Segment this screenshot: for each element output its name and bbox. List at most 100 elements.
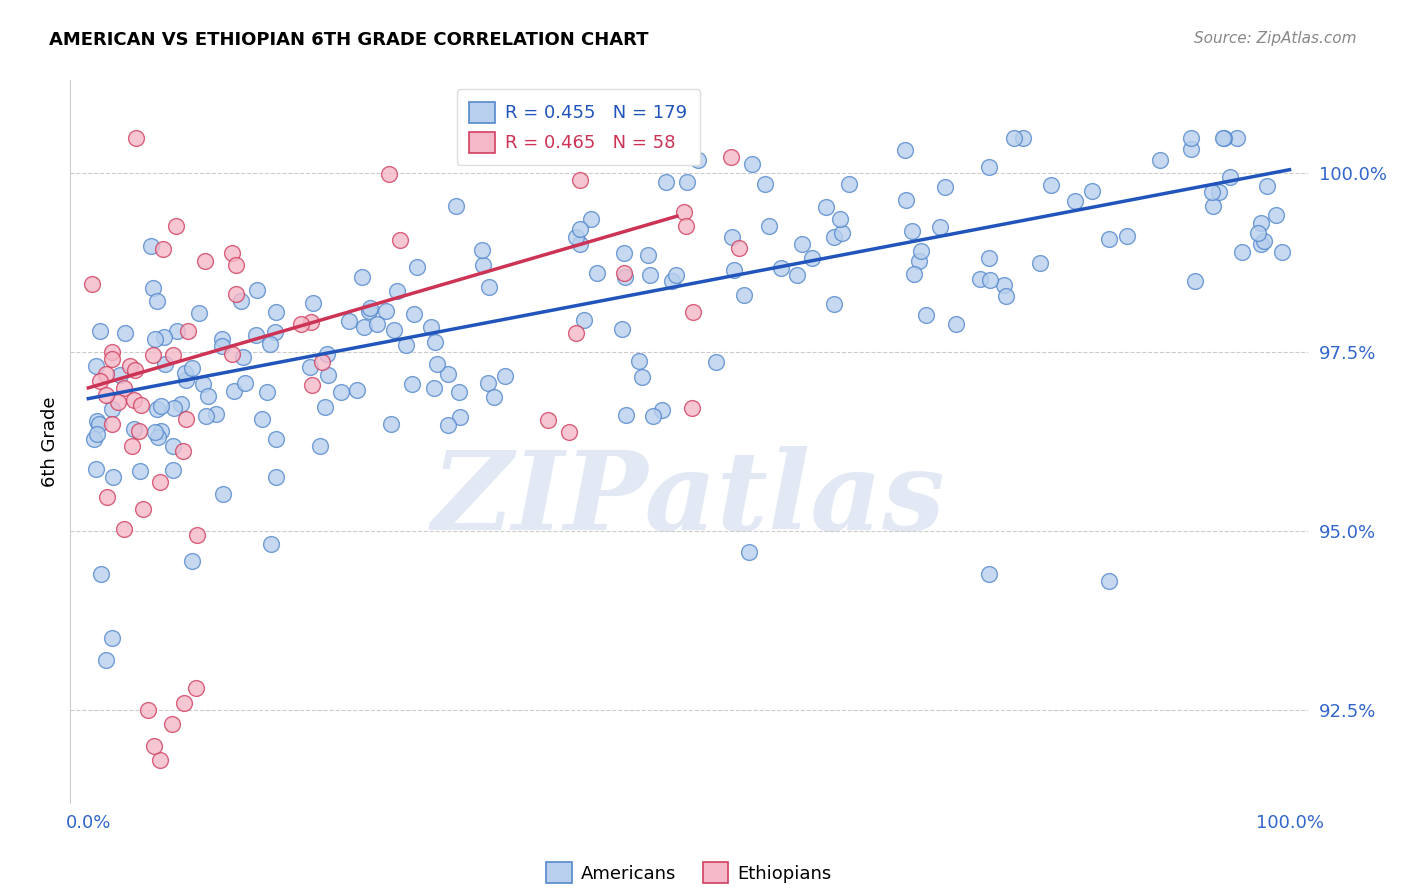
Point — [121, 439, 143, 453]
Point — [1064, 194, 1087, 209]
Point — [138, 703, 160, 717]
Point — [176, 324, 198, 338]
Point — [264, 432, 287, 446]
Point — [1226, 130, 1249, 145]
Point — [1149, 153, 1171, 168]
Point — [256, 385, 278, 400]
Point — [437, 367, 460, 381]
Point — [264, 305, 287, 319]
Point — [90, 566, 112, 581]
Point — [187, 306, 209, 320]
Point — [814, 200, 837, 214]
Point — [425, 357, 447, 371]
Point — [477, 376, 499, 391]
Point — [614, 269, 637, 284]
Point — [260, 537, 283, 551]
Point — [472, 258, 495, 272]
Point — [174, 373, 197, 387]
Point — [150, 424, 173, 438]
Point — [231, 350, 253, 364]
Point — [1184, 274, 1206, 288]
Point — [153, 357, 176, 371]
Point — [145, 425, 167, 440]
Point — [314, 400, 336, 414]
Point — [995, 289, 1018, 303]
Point — [290, 317, 312, 331]
Point — [152, 242, 174, 256]
Point — [359, 301, 381, 316]
Point — [651, 402, 673, 417]
Point — [86, 462, 108, 476]
Point — [101, 402, 124, 417]
Point — [579, 212, 602, 227]
Point — [741, 157, 763, 171]
Point — [245, 327, 267, 342]
Point — [823, 297, 845, 311]
Text: Source: ZipAtlas.com: Source: ZipAtlas.com — [1194, 31, 1357, 46]
Point — [166, 324, 188, 338]
Point — [721, 229, 744, 244]
Point — [643, 409, 665, 423]
Point — [162, 348, 184, 362]
Point — [1271, 245, 1294, 260]
Point — [112, 381, 135, 395]
Point — [423, 334, 446, 349]
Point — [353, 320, 375, 334]
Point — [1250, 236, 1272, 251]
Point — [124, 363, 146, 377]
Point — [723, 263, 745, 277]
Point — [120, 359, 142, 374]
Point — [263, 325, 285, 339]
Y-axis label: 6th Grade: 6th Grade — [41, 396, 59, 487]
Point — [422, 381, 444, 395]
Point — [1039, 178, 1062, 192]
Point — [686, 153, 709, 168]
Point — [149, 753, 172, 767]
Point — [346, 383, 368, 397]
Point — [661, 274, 683, 288]
Point — [129, 398, 152, 412]
Point — [1080, 184, 1102, 198]
Point — [554, 130, 576, 145]
Point — [436, 417, 458, 432]
Point — [914, 308, 936, 322]
Point — [1098, 232, 1121, 246]
Point — [1028, 256, 1050, 270]
Point — [894, 194, 917, 208]
Point — [1230, 244, 1253, 259]
Point — [153, 330, 176, 344]
Point — [558, 425, 581, 440]
Point — [89, 417, 111, 431]
Point — [194, 409, 217, 423]
Point — [1115, 229, 1137, 244]
Point — [143, 739, 166, 753]
Point — [194, 254, 217, 268]
Point — [174, 366, 197, 380]
Point — [114, 326, 136, 340]
Point — [574, 313, 596, 327]
Point — [801, 251, 824, 265]
Point — [162, 401, 184, 415]
Point — [125, 130, 148, 145]
Point — [211, 339, 233, 353]
Point — [162, 439, 184, 453]
Point — [1247, 226, 1270, 240]
Point — [375, 304, 398, 318]
Point — [250, 412, 273, 426]
Point — [1002, 130, 1025, 145]
Point — [357, 304, 380, 318]
Point — [979, 252, 1001, 266]
Point — [122, 393, 145, 408]
Point — [174, 412, 197, 426]
Point — [662, 130, 685, 145]
Point — [222, 384, 245, 398]
Point — [494, 368, 516, 383]
Point — [979, 566, 1001, 581]
Point — [610, 322, 633, 336]
Point — [420, 320, 443, 334]
Point — [1208, 185, 1230, 199]
Point — [704, 354, 727, 368]
Point — [162, 717, 184, 731]
Point — [1180, 130, 1202, 145]
Point — [1202, 199, 1225, 213]
